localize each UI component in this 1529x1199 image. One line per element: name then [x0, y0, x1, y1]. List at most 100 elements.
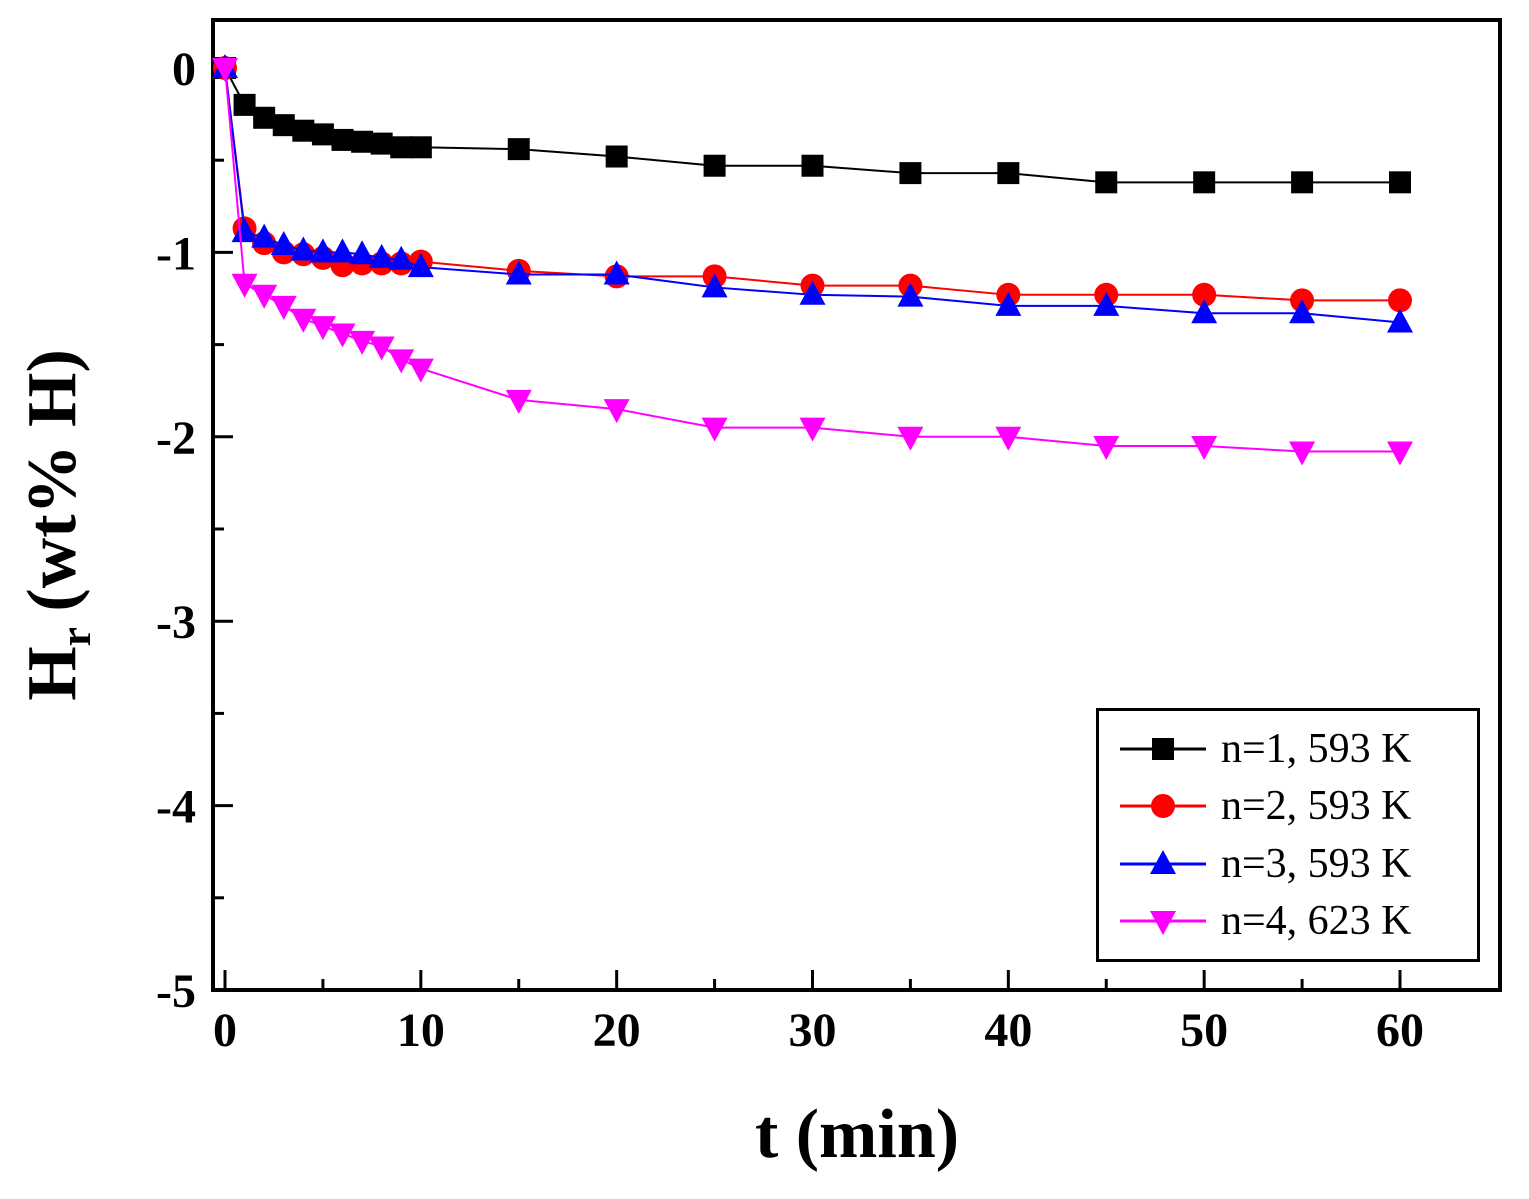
y-tick-label: -3: [156, 596, 196, 649]
marker-triangle-up: [603, 260, 630, 285]
x-axis-label: t (min): [754, 1096, 960, 1173]
marker-triangle-down: [368, 336, 395, 361]
y-tick-label: -1: [156, 227, 196, 280]
legend-label: n=1, 593 K: [1221, 725, 1412, 772]
legend-square-icon: [1120, 737, 1206, 760]
marker-circle: [1192, 282, 1217, 307]
marker-triangle-down: [251, 284, 278, 309]
x-tick-label: 40: [984, 1004, 1032, 1057]
x-tick-label: 60: [1376, 1004, 1424, 1057]
marker-triangle-up: [388, 245, 415, 270]
marker-triangle-up: [329, 238, 356, 263]
legend-circle-icon: [1120, 794, 1206, 819]
marker-triangle-down: [995, 426, 1022, 451]
marker-circle: [1151, 794, 1175, 819]
marker-square: [801, 154, 824, 177]
marker-triangle-up: [1191, 299, 1218, 324]
marker-triangle-down: [505, 389, 532, 414]
marker-square: [1389, 171, 1411, 194]
legend: n=1, 593 K n=2, 593 K n=3, 593 K n=4, 623 K: [1096, 708, 1480, 962]
marker-triangle-down: [407, 358, 434, 383]
marker-triangle-up: [799, 280, 826, 305]
marker-triangle-up: [270, 231, 297, 256]
marker-square: [1095, 171, 1118, 194]
legend-item: n=1, 593 K: [1117, 725, 1473, 773]
marker-triangle-down: [799, 417, 826, 442]
marker-square: [899, 162, 922, 185]
marker-square: [1152, 737, 1174, 760]
marker-square: [390, 136, 413, 159]
legend-item: n=2, 593 K: [1117, 782, 1473, 830]
marker-square: [370, 132, 393, 155]
x-tick-label: 30: [789, 1004, 837, 1057]
series-n-3-593-k: [212, 54, 1413, 333]
series-n-1-593-k: [214, 57, 1411, 194]
legend-label: n=2, 593 K: [1221, 783, 1412, 830]
marker-triangle-down: [1093, 436, 1120, 461]
plot-frame: [211, 18, 1502, 992]
legend-triangle-up-icon: [1120, 849, 1206, 874]
marker-square: [605, 145, 628, 168]
marker-triangle-down: [1387, 441, 1413, 466]
marker-triangle-down: [603, 399, 630, 424]
marker-square: [409, 136, 432, 159]
marker-triangle-up: [1150, 849, 1176, 874]
x-tick-label: 50: [1180, 1004, 1228, 1057]
marker-square: [311, 123, 334, 146]
y-axis-label-subscript: r: [52, 627, 100, 647]
marker-triangle-up: [505, 260, 532, 285]
marker-triangle-up: [1387, 308, 1413, 333]
series-n-4-623-k: [212, 58, 1413, 466]
marker-triangle-up: [995, 291, 1022, 316]
x-tick-label: 20: [593, 1004, 641, 1057]
marker-triangle-up: [309, 238, 336, 263]
y-axis-label-symbol: H: [14, 646, 91, 701]
marker-triangle-up: [251, 223, 278, 248]
marker-triangle-down: [270, 295, 297, 320]
marker-triangle-down: [1289, 441, 1316, 466]
legend-item: n=3, 593 K: [1117, 840, 1473, 888]
series-n-2-593-k: [213, 56, 1412, 313]
marker-triangle-down: [701, 417, 728, 442]
legend-label: n=4, 623 K: [1221, 898, 1412, 945]
marker-triangle-up: [368, 243, 395, 268]
marker-triangle-down: [329, 323, 356, 348]
marker-triangle-down: [388, 349, 415, 374]
y-tick-label: 0: [172, 43, 196, 96]
marker-triangle-down: [231, 273, 258, 298]
marker-square: [507, 138, 530, 161]
marker-triangle-up: [1093, 291, 1120, 316]
legend-triangle-down-icon: [1120, 911, 1206, 936]
marker-triangle-down: [1191, 436, 1218, 461]
marker-square: [997, 162, 1020, 185]
marker-triangle-down: [1150, 911, 1176, 936]
marker-triangle-up: [897, 282, 924, 307]
x-tick-label: 10: [397, 1004, 445, 1057]
y-axis-label-units: (wt% H): [14, 349, 91, 612]
marker-square: [1193, 171, 1216, 194]
marker-square: [331, 128, 354, 151]
marker-triangle-down: [290, 308, 317, 333]
legend-item: n=4, 623 K: [1117, 897, 1473, 945]
marker-triangle-up: [231, 218, 258, 243]
legend-label: n=3, 593 K: [1221, 840, 1412, 887]
marker-triangle-down: [309, 316, 336, 341]
marker-triangle-up: [1289, 299, 1316, 324]
marker-triangle-up: [290, 236, 317, 261]
marker-square: [253, 106, 276, 129]
marker-square: [272, 114, 295, 137]
marker-triangle-up: [407, 253, 434, 278]
marker-triangle-down: [212, 58, 238, 82]
marker-triangle-down: [349, 330, 376, 355]
marker-triangle-up: [349, 240, 376, 265]
x-tick-label: 0: [213, 1004, 237, 1057]
marker-square: [292, 119, 315, 142]
marker-square: [703, 154, 726, 177]
marker-square: [1291, 171, 1314, 194]
y-tick-label: -2: [156, 412, 196, 465]
marker-circle: [1388, 288, 1412, 313]
marker-triangle-up: [701, 273, 728, 298]
marker-square: [351, 130, 374, 153]
